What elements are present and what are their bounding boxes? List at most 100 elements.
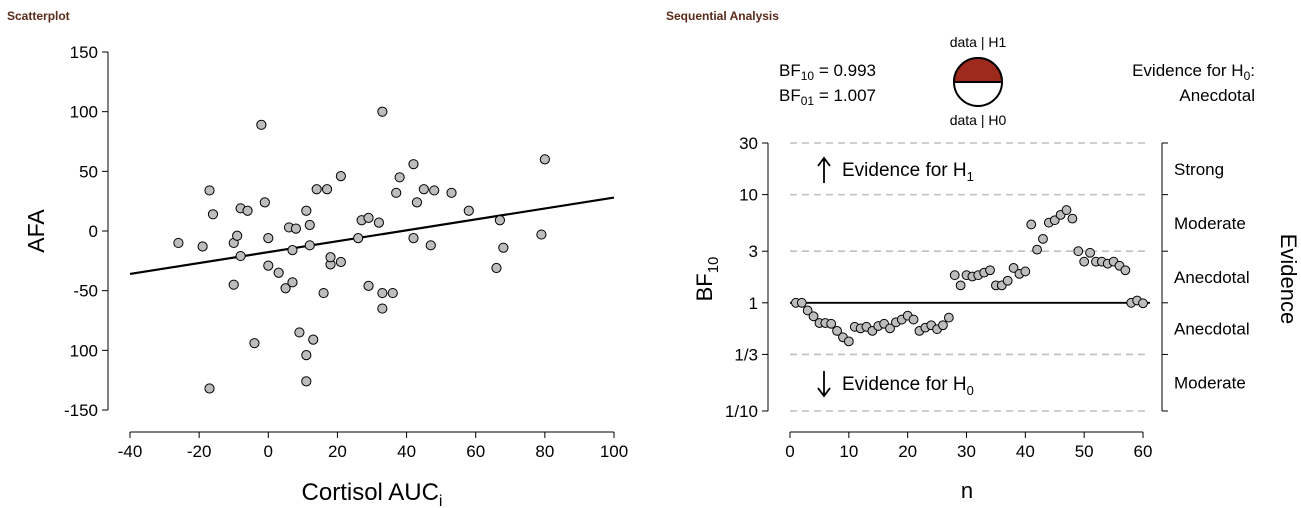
evidence-up-arrow xyxy=(817,156,831,183)
scatterplot-panel-title: Scatterplot xyxy=(7,9,70,23)
scatter-point xyxy=(287,244,298,256)
sequential-x-tick-label: 40 xyxy=(1016,442,1035,461)
sequential-x-tick-label: 0 xyxy=(785,442,794,461)
scatter-point xyxy=(377,303,388,314)
scatter-point xyxy=(301,205,312,216)
scatter-point xyxy=(539,154,550,165)
scatter-point xyxy=(304,240,315,251)
sequential-point xyxy=(843,336,854,347)
sequential-point xyxy=(832,326,842,336)
pie-h1-slice xyxy=(952,57,1004,83)
sequential-point xyxy=(1038,233,1048,244)
scatter-point xyxy=(259,197,270,208)
scatter-y-tick-label: 100 xyxy=(70,103,98,122)
scatter-x-tick-label: -40 xyxy=(118,442,143,461)
scatter-point xyxy=(377,287,388,299)
sequential-point xyxy=(1079,256,1090,267)
scatter-x-tick-label: 80 xyxy=(535,442,554,461)
scatter-point xyxy=(263,260,274,271)
scatter-x-tick-label: 40 xyxy=(397,442,416,461)
scatter-point xyxy=(408,233,419,244)
scatter-point xyxy=(242,205,253,216)
sequential-point xyxy=(1020,266,1031,277)
evidence-category-label: Anecdotal xyxy=(1174,268,1250,287)
sequential-point xyxy=(808,311,819,322)
sequential-point xyxy=(1008,263,1019,273)
sequential-point xyxy=(1085,247,1095,258)
scatter-point xyxy=(301,376,312,387)
sequential-x-tick-label: 50 xyxy=(1075,442,1094,461)
sequential-point xyxy=(802,305,813,316)
scatter-x-tick-label: 100 xyxy=(600,442,628,461)
sequential-point xyxy=(1073,246,1084,257)
scatter-point xyxy=(411,197,423,208)
evidence-for-h1-label: Evidence for H1 xyxy=(842,160,974,184)
bf10-value-text: BF10 = 0.993 xyxy=(779,61,876,83)
sequential-x-axis-title: n xyxy=(961,478,973,503)
scatter-point xyxy=(491,262,502,274)
sequential-analysis-chart: 30 10 3 1 1/3 1/10 0 10 20 30 40 50 60 n BF10 Strong Mod… xyxy=(692,34,1301,503)
sequential-point xyxy=(1032,244,1042,255)
sequential-x-tick-label: 30 xyxy=(957,442,976,461)
evidence-category-label: Anecdotal xyxy=(1174,320,1250,339)
scatter-point xyxy=(294,327,305,338)
sequential-x-tick-label: 20 xyxy=(898,442,917,461)
scatter-point xyxy=(353,233,364,244)
evidence-axis-title: Evidence xyxy=(1276,234,1301,325)
scatter-point xyxy=(418,184,429,195)
scatter-chart: 150 100 50 0 -50 100 -150 -40 -20 0 20 40 60 80 100 AFA… xyxy=(23,43,628,508)
evidence-for-h0-label: Evidence for H0 xyxy=(842,374,974,398)
evidence-category-label: Strong xyxy=(1174,160,1224,179)
evidence-category-label: Moderate xyxy=(1174,214,1246,233)
sequential-point xyxy=(1138,298,1148,309)
sequential-point xyxy=(1067,213,1078,224)
sequential-y-tick-label: 10 xyxy=(739,186,758,205)
scatter-point xyxy=(408,159,419,170)
sequential-y-axis-title: BF10 xyxy=(692,257,722,302)
sequential-point xyxy=(1002,275,1013,286)
scatter-point xyxy=(273,267,284,278)
scatter-x-tick-label: -20 xyxy=(187,442,212,461)
scatter-y-axis-title: AFA xyxy=(23,209,49,253)
scatter-point xyxy=(463,205,474,216)
scatter-point xyxy=(173,237,184,249)
sequential-point xyxy=(938,320,948,331)
scatter-point xyxy=(321,184,333,195)
scatter-y-tick-label: 150 xyxy=(70,43,98,62)
evidence-summary-line2: Anecdotal xyxy=(1179,86,1255,105)
evidence-summary-line1: Evidence for H0: xyxy=(1132,61,1255,83)
scatter-point xyxy=(363,212,374,223)
scatter-point xyxy=(425,240,436,251)
sequential-point xyxy=(985,265,995,276)
sequential-x-tick-label: 60 xyxy=(1134,442,1153,461)
scatter-point xyxy=(232,230,243,241)
sequential-analysis-panel-title: Sequential Analysis xyxy=(666,9,779,23)
scatter-y-tick-label: 50 xyxy=(79,162,98,181)
scatter-point xyxy=(373,217,385,228)
sequential-point xyxy=(949,270,960,281)
pie-bottom-label: data | H0 xyxy=(950,112,1007,128)
scatter-point xyxy=(304,219,315,231)
scatter-point xyxy=(249,338,260,349)
scatter-point xyxy=(498,242,509,253)
sequential-point xyxy=(796,297,807,308)
sequential-y-tick-label: 1 xyxy=(749,294,758,313)
scatter-x-tick-label: 20 xyxy=(328,442,347,461)
sequential-point xyxy=(908,314,919,325)
sequential-y-tick-label: 1/3 xyxy=(734,345,758,364)
pie-top-label: data | H1 xyxy=(950,34,1007,50)
scatter-point xyxy=(301,350,312,361)
sequential-point xyxy=(943,312,954,323)
sequential-point xyxy=(1026,219,1037,230)
scatter-point xyxy=(308,334,319,345)
scatter-point xyxy=(335,256,346,268)
scatter-point xyxy=(391,187,402,198)
scatter-point xyxy=(394,172,405,183)
sequential-point xyxy=(955,280,966,291)
scatter-point xyxy=(204,185,215,196)
scatter-point xyxy=(325,252,336,263)
scatter-y-tick-label: 100 xyxy=(70,341,98,360)
sequential-y-tick-label: 30 xyxy=(739,134,758,153)
evidence-down-arrow xyxy=(817,371,831,398)
